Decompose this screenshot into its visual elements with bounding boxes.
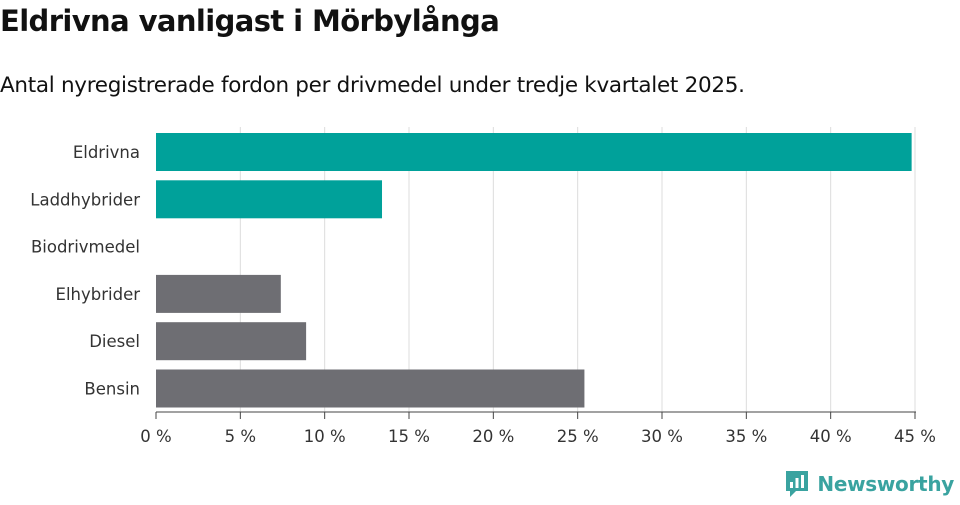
bar-eldrivna[interactable] bbox=[156, 133, 912, 171]
category-labels: Eldrivna Laddhybrider Biodrivmedel Elhybrid… bbox=[30, 143, 140, 399]
category-label: Laddhybrider bbox=[30, 190, 140, 209]
newsworthy-logo-text: Newsworthy bbox=[817, 472, 954, 496]
x-tick-label: 0 % bbox=[140, 427, 171, 446]
x-axis: 0 % 5 % 10 % 15 % 20 % 25 % 30 % 35 % 40 % 45 % bbox=[140, 411, 936, 446]
category-label: Elhybrider bbox=[56, 285, 141, 304]
x-tick-label: 15 % bbox=[388, 427, 430, 446]
chart-subtitle: Antal nyregistrerade fordon per drivmede… bbox=[0, 73, 745, 98]
bar-elhybrider[interactable] bbox=[156, 274, 281, 313]
bar-bensin[interactable] bbox=[156, 369, 585, 408]
bar-diesel[interactable] bbox=[156, 322, 307, 361]
chart-title: Eldrivna vanligast i Mörbylånga bbox=[0, 4, 500, 38]
x-tick-label: 30 % bbox=[641, 427, 683, 446]
category-label: Bensin bbox=[84, 380, 140, 399]
bar-laddhybrider[interactable] bbox=[156, 180, 383, 219]
x-tick-label: 10 % bbox=[304, 427, 346, 446]
newsworthy-logo[interactable]: Newsworthy bbox=[784, 469, 954, 499]
x-tick-label: 20 % bbox=[472, 427, 514, 446]
x-tick-label: 45 % bbox=[894, 427, 936, 446]
x-tick-label: 35 % bbox=[725, 427, 767, 446]
x-tick-label: 5 % bbox=[225, 427, 256, 446]
bars bbox=[156, 133, 912, 408]
x-tick-label: 25 % bbox=[557, 427, 599, 446]
newsworthy-logo-icon bbox=[786, 471, 809, 497]
category-label: Diesel bbox=[89, 332, 140, 351]
category-label: Biodrivmedel bbox=[31, 238, 140, 257]
category-label: Eldrivna bbox=[73, 143, 140, 162]
x-tick-label: 40 % bbox=[810, 427, 852, 446]
gridlines bbox=[239, 127, 916, 412]
